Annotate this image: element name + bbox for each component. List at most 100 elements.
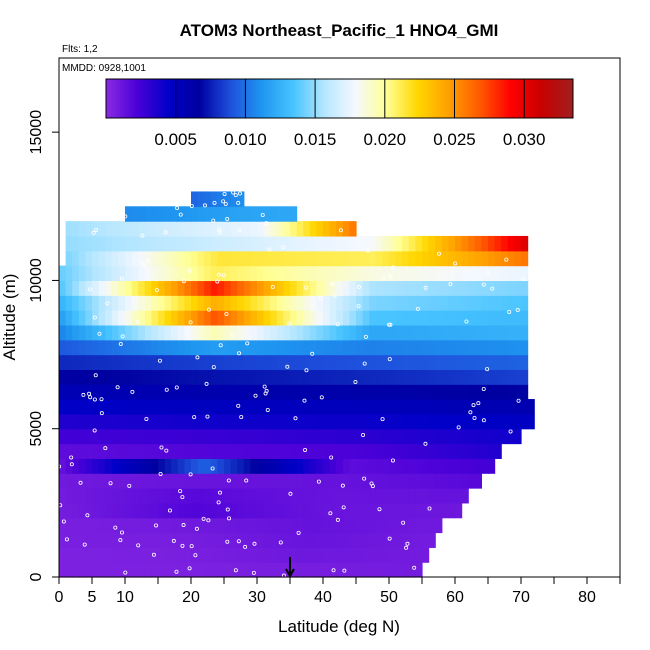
heatmap-cell: [329, 221, 337, 237]
heatmap-cell: [92, 428, 100, 445]
heatmap-cell: [98, 310, 106, 326]
heatmap-cell: [507, 250, 515, 267]
heatmap-cell: [204, 369, 212, 385]
heatmap-cell: [521, 310, 529, 326]
heatmap-cell: [488, 458, 496, 474]
sample-point: [174, 569, 179, 574]
heatmap-cell: [309, 324, 317, 341]
heatmap-cell: [415, 488, 423, 504]
heatmap-cell: [131, 324, 139, 341]
heatmap-cell: [177, 413, 185, 430]
heatmap-cell: [415, 399, 423, 415]
heatmap-cell: [382, 295, 390, 311]
colorbar-tick-label: 0.020: [364, 130, 407, 149]
heatmap-cell: [184, 532, 192, 548]
heatmap-cell: [191, 488, 199, 504]
heatmap-cell: [224, 547, 232, 563]
heatmap-cell: [230, 265, 238, 282]
heatmap-cell: [111, 562, 119, 578]
x-tick-label: 70: [512, 589, 530, 606]
heatmap-cell: [349, 235, 357, 252]
heatmap-cell: [369, 369, 377, 385]
heatmap-cell: [389, 473, 397, 489]
heatmap-cell: [382, 324, 390, 341]
heatmap-cell: [389, 532, 397, 548]
heatmap-cell: [85, 235, 93, 252]
heatmap-cell: [92, 221, 100, 237]
heatmap-cell: [276, 295, 284, 311]
heatmap-cell: [290, 502, 298, 519]
heatmap-cell: [151, 517, 159, 534]
heatmap-cell: [402, 517, 410, 534]
heatmap-cell: [177, 532, 185, 548]
heatmap-cell: [237, 399, 245, 415]
heatmap-cell: [507, 399, 515, 415]
heatmap-cell: [521, 384, 529, 400]
heatmap-cell: [217, 413, 225, 430]
heatmap-cell: [356, 354, 364, 370]
heatmap-cell: [98, 458, 106, 474]
heatmap-cell: [323, 280, 331, 296]
heatmap-cell: [158, 547, 166, 563]
heatmap-cell: [501, 295, 509, 311]
sample-point: [236, 200, 241, 205]
heatmap-cell: [382, 562, 390, 578]
heatmap-cell: [389, 324, 397, 341]
sample-point: [194, 526, 199, 531]
heatmap-cell: [408, 562, 416, 578]
heatmap-cell: [243, 413, 251, 430]
y-tick-label: 0: [28, 572, 45, 581]
heatmap-cell: [78, 310, 86, 326]
heatmap-cell: [316, 562, 324, 578]
heatmap-cell: [144, 517, 152, 534]
heatmap-cell: [290, 369, 298, 385]
heatmap-cell: [217, 250, 225, 267]
heatmap-cell: [98, 339, 106, 356]
heatmap-cell: [448, 488, 456, 504]
sample-point: [267, 247, 272, 252]
heatmap-cell: [342, 488, 350, 504]
heatmap-cell: [72, 399, 80, 415]
heatmap-cell: [408, 517, 416, 534]
heatmap-cell: [151, 532, 159, 548]
heatmap-cell: [494, 354, 502, 370]
heatmap-cell: [237, 443, 245, 459]
heatmap-cell: [204, 310, 212, 326]
heatmap-cell: [323, 473, 331, 489]
heatmap-cell: [171, 488, 179, 504]
heatmap-cell: [395, 428, 403, 445]
sample-point: [252, 541, 257, 546]
heatmap-cell: [105, 235, 113, 252]
heatmap-cell: [138, 399, 146, 415]
heatmap-cell: [395, 250, 403, 267]
heatmap-cell: [210, 517, 218, 534]
heatmap-cell: [224, 502, 232, 519]
heatmap-cell: [435, 310, 443, 326]
heatmap-cell: [270, 265, 278, 282]
heatmap-cell: [85, 310, 93, 326]
heatmap-cell: [78, 562, 86, 578]
heatmap-cell: [369, 310, 377, 326]
heatmap-cell: [118, 488, 126, 504]
heatmap-cell: [197, 250, 205, 267]
heatmap-cell: [389, 280, 397, 296]
sample-point: [85, 513, 90, 518]
heatmap-cell: [276, 280, 284, 296]
heatmap-cell: [243, 517, 251, 534]
heatmap-cell: [250, 562, 258, 578]
heatmap-cell: [144, 206, 152, 222]
heatmap-cell: [105, 324, 113, 341]
heatmap-cell: [481, 295, 489, 311]
heatmap-cell: [105, 532, 113, 548]
heatmap-cell: [243, 221, 251, 237]
sample-point: [331, 568, 336, 573]
heatmap-cell: [276, 562, 284, 578]
sample-point: [303, 447, 308, 452]
heatmap-cell: [204, 399, 212, 415]
heatmap-cell: [257, 473, 265, 489]
heatmap-cell: [468, 265, 476, 282]
heatmap-cell: [72, 473, 80, 489]
heatmap-cell: [151, 206, 159, 222]
heatmap-cell: [250, 517, 258, 534]
heatmap-cell: [98, 502, 106, 519]
